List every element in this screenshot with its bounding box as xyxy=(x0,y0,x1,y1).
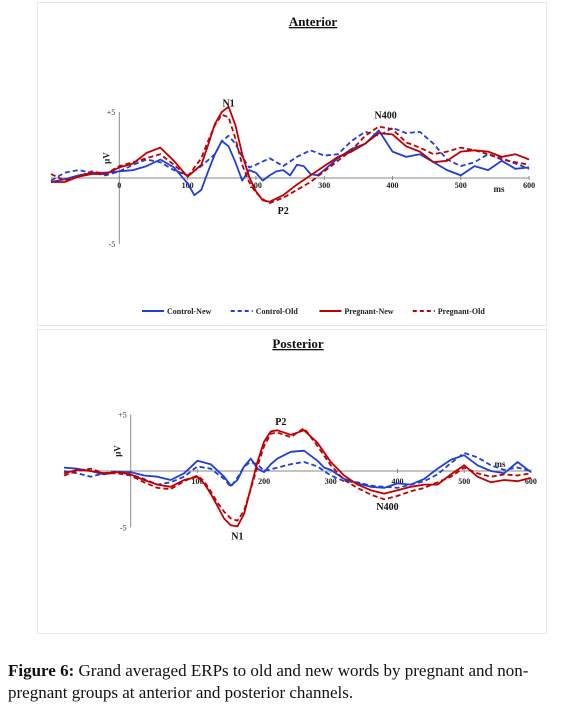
anterior-chart: Anterior +5 -5 μV 0 100 200 300 400 500 600 ms N1 N40… xyxy=(50,14,535,316)
x-axis-label: ms xyxy=(494,184,505,194)
x-tick-label: 500 xyxy=(455,181,467,190)
peak-label: P2 xyxy=(275,417,286,428)
series-line-control-new xyxy=(50,129,530,197)
y-tick-label-bottom: -5 xyxy=(120,524,127,533)
x-tick-label: 400 xyxy=(387,181,399,190)
posterior-chart-panel: Posterior +5 -5 μV 100 200 300 400 500 600 ms P2 N1 N… xyxy=(37,329,547,634)
series-line-pregnant-new xyxy=(63,429,532,528)
legend-label-pregnant-old: Pregnant-Old xyxy=(438,307,486,316)
series-line-pregnant-old xyxy=(63,427,532,522)
chart-title: Posterior xyxy=(272,336,323,351)
figure-caption-label: Figure 6: xyxy=(8,661,75,680)
x-tick-label: 400 xyxy=(392,477,404,486)
x-tick-label: 0 xyxy=(117,181,121,190)
x-tick-label: 600 xyxy=(523,181,535,190)
x-axis-label: ms xyxy=(495,459,506,469)
y-axis-label: μV xyxy=(101,152,111,164)
x-tick-label: 200 xyxy=(258,477,270,486)
x-tick-label: 200 xyxy=(250,181,262,190)
series-line-pregnant-new xyxy=(51,105,530,203)
x-tick-label: 300 xyxy=(325,477,337,486)
peak-label: N1 xyxy=(231,532,243,543)
series-line-control-old xyxy=(63,452,532,489)
peak-label: N1 xyxy=(222,99,234,110)
x-tick-label: 500 xyxy=(458,477,470,486)
legend-label-control-new: Control-New xyxy=(167,307,212,316)
figure-caption: Figure 6: Grand averaged ERPs to old and… xyxy=(8,660,574,704)
x-tick-label: 100 xyxy=(182,181,194,190)
legend-label-pregnant-new: Pregnant-New xyxy=(344,307,393,316)
figure-caption-text: Grand averaged ERPs to old and new words… xyxy=(8,661,529,702)
x-tick-label: 300 xyxy=(318,181,330,190)
chart-title: Anterior xyxy=(289,14,338,29)
series-line-control-new xyxy=(63,449,532,489)
peak-label: P2 xyxy=(278,206,289,217)
x-tick-label: 100 xyxy=(191,477,203,486)
y-tick-label-top: +5 xyxy=(118,411,127,420)
series-line-control-old xyxy=(50,126,530,182)
y-tick-label-top: +5 xyxy=(107,108,116,117)
peak-label: N400 xyxy=(375,111,397,122)
x-tick-label: 600 xyxy=(525,477,537,486)
series-line-pregnant-old xyxy=(50,113,530,205)
y-axis-label: μV xyxy=(113,445,123,457)
anterior-chart-panel: Anterior +5 -5 μV 0 100 200 300 400 500 600 ms N1 N40… xyxy=(37,2,547,326)
y-tick-label-bottom: -5 xyxy=(109,240,116,249)
posterior-chart: Posterior +5 -5 μV 100 200 300 400 500 600 ms P2 N1 N… xyxy=(63,336,537,543)
peak-label: N400 xyxy=(376,502,398,513)
legend-label-control-old: Control-Old xyxy=(256,307,299,316)
